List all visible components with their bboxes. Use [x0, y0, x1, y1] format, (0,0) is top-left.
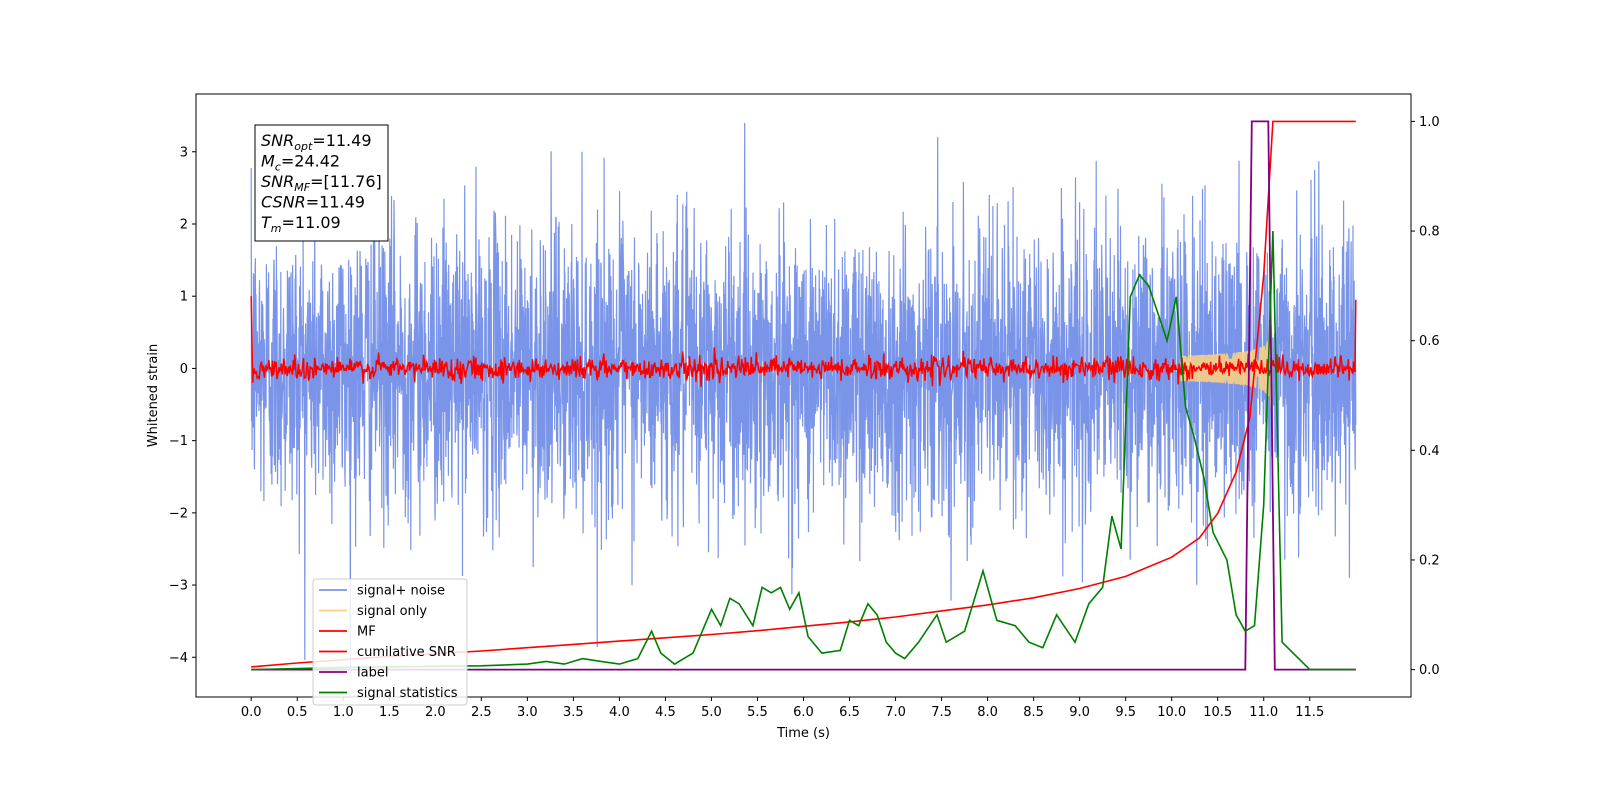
series-signal-plus-noise: [250, 122, 1357, 672]
annotation-line: SNRMF=[11.76]: [261, 172, 382, 194]
series-signal-statistics: [251, 230, 1356, 671]
series-mf: [250, 296, 1357, 387]
x-tick-label: 2.0: [425, 705, 446, 720]
x-tick-label: 10.5: [1203, 705, 1232, 720]
axes: 0.0 0.5 1.0 1.5 2.0 2.5 3.0 3.5 4.0 4.5 5.0 5.5 6.0 6…: [169, 93, 1440, 720]
x-tick-label: 9.5: [1115, 705, 1136, 720]
x-tick-label: 3.5: [563, 705, 584, 720]
x-tick-label: 9.0: [1069, 705, 1090, 720]
legend-frame: [312, 578, 468, 706]
x-tick-label: 7.0: [885, 705, 906, 720]
y-right-tick-label: 1.0: [1419, 115, 1440, 130]
y-left-tick-label: 0: [180, 362, 188, 377]
y-right-tick-label: 0.0: [1419, 663, 1440, 678]
x-tick-label: 5.0: [701, 705, 722, 720]
x-tick-label: 6.5: [839, 705, 860, 720]
y-left-tick-label: 2: [180, 217, 188, 232]
x-tick-label: 5.5: [747, 705, 768, 720]
annotation-frame: [254, 124, 389, 242]
legend-label: signal statistics: [357, 686, 458, 701]
metrics-annotation-box: SNRopt=11.49Mc=24.42SNRMF=[11.76]CSNR=11…: [254, 124, 389, 242]
y-right-tick-label: 0.6: [1419, 334, 1440, 349]
x-tick-label: 1.0: [333, 705, 354, 720]
series-label: [251, 120, 1356, 671]
x-tick-label: 8.0: [977, 705, 998, 720]
legend-label: signal only: [357, 604, 427, 619]
y-left-tick-label: −3: [169, 579, 188, 594]
series-signal-only: [1180, 325, 1273, 413]
legend-label: signal+ noise: [357, 584, 445, 599]
x-tick-label: 4.5: [655, 705, 676, 720]
x-tick-label: 7.5: [931, 705, 952, 720]
annotation-line: Tm=11.09: [261, 213, 341, 235]
legend-label: label: [357, 666, 388, 681]
y-right-tick-label: 0.4: [1419, 444, 1440, 459]
x-tick-label: 3.0: [517, 705, 538, 720]
y-right-tick-label: 0.2: [1419, 553, 1440, 568]
y-left-tick-label: −2: [169, 506, 188, 521]
legend-label: cumilative SNR: [357, 645, 456, 660]
x-tick-label: 10.0: [1157, 705, 1186, 720]
y-left-tick-label: 3: [180, 145, 188, 160]
y-axis-label: Whitened strain: [146, 344, 161, 447]
x-tick-label: 11.0: [1249, 705, 1278, 720]
x-tick-label: 2.5: [471, 705, 492, 720]
x-tick-label: 0.0: [241, 705, 262, 720]
y-left-tick-label: −1: [169, 434, 188, 449]
annotation-line: Mc=24.42: [261, 152, 340, 174]
x-tick-label: 8.5: [1023, 705, 1044, 720]
legend: signal+ noise signal only MF cumilative SNR…: [312, 578, 468, 706]
x-tick-label: 0.5: [287, 705, 308, 720]
x-tick-label: 6.0: [793, 705, 814, 720]
y-right-tick-label: 0.8: [1419, 225, 1440, 240]
x-axis-label: Time (s): [776, 726, 830, 741]
x-tick-label: 4.0: [609, 705, 630, 720]
y-left-tick-label: −4: [169, 651, 188, 666]
y-left-tick-label: 1: [180, 290, 188, 305]
annotation-line: SNRopt=11.49: [261, 131, 372, 153]
annotation-line: CSNR=11.49: [261, 193, 365, 212]
x-tick-label: 1.5: [379, 705, 400, 720]
x-tick-label: 11.5: [1295, 705, 1324, 720]
legend-label: MF: [357, 625, 376, 640]
